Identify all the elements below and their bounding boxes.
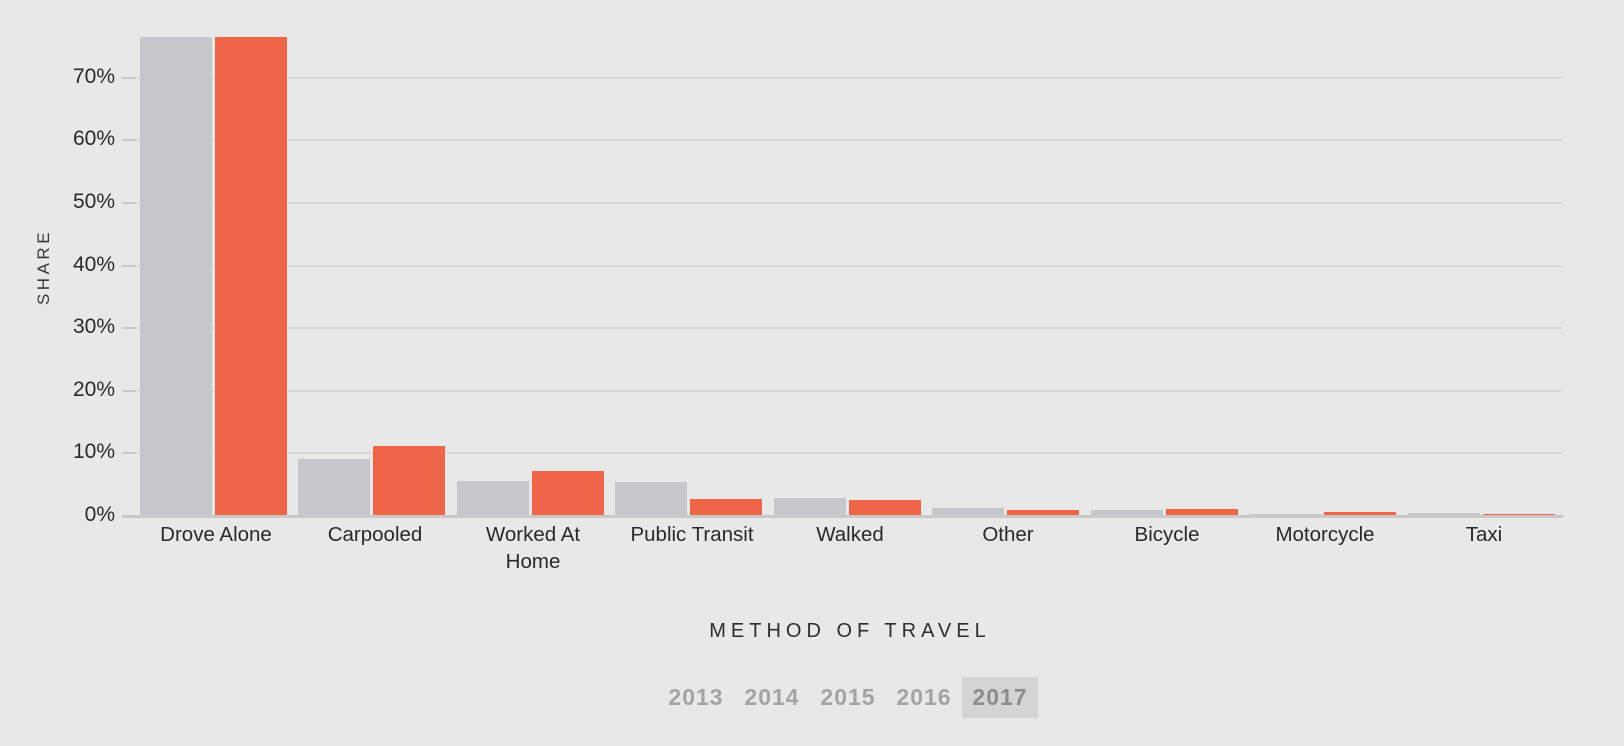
y-tick-label: 50% — [72, 190, 115, 213]
x-axis-title: METHOD OF TRAVEL — [709, 620, 991, 642]
x-category-label: Worked At Home — [485, 523, 581, 573]
bar-series-2-orange-worked-at-home[interactable] — [532, 471, 604, 515]
y-tick-label: 40% — [72, 253, 115, 276]
year-button-2016[interactable]: 2016 — [896, 684, 952, 710]
bar-series-2-orange-carpooled[interactable] — [373, 445, 445, 515]
tick-mark-70% — [122, 77, 136, 79]
bar-series-1-gray-other[interactable] — [932, 508, 1004, 515]
year-button-2015[interactable]: 2015 — [820, 684, 876, 710]
x-category-label: Taxi — [1465, 523, 1503, 546]
y-tick-label: 30% — [72, 315, 115, 338]
tick-mark-60% — [122, 139, 136, 141]
tick-mark-20% — [122, 390, 136, 392]
bar-series-1-gray-public-transit[interactable] — [615, 482, 687, 515]
gridline-20% — [137, 390, 1562, 392]
x-category-label: Bicycle — [1134, 523, 1200, 546]
tick-mark-40% — [122, 265, 136, 267]
year-selector: 2013 2014 2015 2016 2017 — [658, 677, 1038, 718]
x-category-label: Drove Alone — [160, 523, 272, 546]
x-category-label: Other — [982, 523, 1034, 546]
bar-series-1-gray-taxi[interactable] — [1408, 512, 1480, 515]
bar-series-2-orange-walked[interactable] — [849, 500, 921, 515]
tick-mark-10% — [122, 452, 136, 454]
bar-series-2-orange-taxi[interactable] — [1483, 514, 1555, 515]
bar-series-2-orange-other[interactable] — [1007, 510, 1079, 515]
x-category-label: Walked — [816, 523, 884, 546]
gridline-60% — [137, 139, 1562, 141]
y-tick-label: 20% — [72, 378, 115, 401]
year-button-2013[interactable]: 2013 — [668, 684, 724, 710]
gridline-10% — [137, 452, 1562, 454]
y-tick-label: 0% — [84, 503, 115, 526]
x-axis-line — [122, 515, 1563, 518]
bar-series-1-gray-walked[interactable] — [774, 497, 846, 515]
bar-series-1-gray-bicycle[interactable] — [1091, 510, 1163, 515]
tick-mark-30% — [122, 327, 136, 329]
bar-series-2-orange-public-transit[interactable] — [690, 499, 762, 515]
y-tick-label: 10% — [72, 440, 115, 463]
x-category-label: Carpooled — [327, 523, 423, 546]
x-category-label: Public Transit — [630, 523, 754, 546]
y-tick-label: 70% — [72, 65, 115, 88]
bar-series-2-orange-drove-alone[interactable] — [215, 36, 287, 515]
bar-series-1-gray-drove-alone[interactable] — [140, 37, 212, 515]
bar-series-2-orange-motorcycle[interactable] — [1324, 511, 1396, 515]
gridline-50% — [137, 202, 1562, 204]
gridline-40% — [137, 265, 1562, 267]
bar-series-2-orange-bicycle[interactable] — [1166, 509, 1238, 515]
x-category-label: Motorcycle — [1275, 523, 1375, 546]
y-tick-label: 60% — [72, 127, 115, 150]
tick-mark-50% — [122, 202, 136, 204]
year-button-2017[interactable]: 2017 — [962, 677, 1038, 718]
bar-series-1-gray-worked-at-home[interactable] — [457, 481, 529, 515]
year-button-2014[interactable]: 2014 — [744, 684, 800, 710]
bar-series-1-gray-motorcycle[interactable] — [1249, 514, 1321, 515]
gridline-70% — [137, 77, 1562, 79]
gridline-30% — [137, 327, 1562, 329]
bar-series-1-gray-carpooled[interactable] — [298, 458, 370, 515]
